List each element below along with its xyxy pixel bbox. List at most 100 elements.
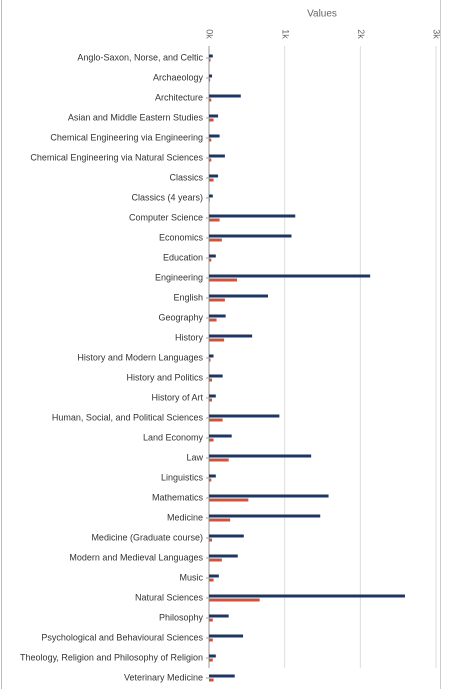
category-label: Law [186,452,203,462]
bar [209,538,213,542]
bar [209,258,212,262]
category-label: Mathematics [152,492,204,502]
category-label: Architecture [155,92,203,102]
bar [209,154,225,158]
x-tick-label: 3k [432,29,442,39]
bar [209,118,214,122]
bar [209,214,296,218]
category-label: Linguistics [161,472,204,482]
bar [209,578,214,582]
bar [209,598,260,602]
bar [209,394,216,398]
bar [209,534,244,538]
x-tick-label: 2k [356,29,366,39]
bar [209,74,213,78]
category-label: History of Art [151,392,203,402]
bar [209,194,213,198]
bar [209,198,210,202]
bar [209,414,280,418]
category-label: Education [163,252,203,262]
category-label: Engineering [155,272,203,282]
category-label: English [173,292,203,302]
bar [209,638,213,642]
bar [209,314,226,318]
category-label: Land Economy [143,432,204,442]
category-label: Chemical Engineering via Engineering [50,132,203,142]
bar [209,674,235,678]
bar [209,474,216,478]
category-label: Medicine [167,512,203,522]
frame-right [440,0,441,689]
bar [209,158,212,162]
category-label: Natural Sciences [135,592,204,602]
bar [209,138,212,142]
frame-left [1,0,2,689]
bar [209,134,220,138]
category-label: Medicine (Graduate course) [91,532,203,542]
bar [209,274,371,278]
bar [209,334,253,338]
category-label: Philosophy [159,612,204,622]
bar [209,238,222,242]
bar [209,658,213,662]
category-label: Classics (4 years) [131,192,203,202]
bar [209,294,269,298]
bar [209,498,249,502]
bar [209,514,321,518]
bar [209,398,213,402]
bar [209,358,211,362]
bar [209,254,216,258]
axis-title: Values [307,9,337,20]
bar [209,234,292,238]
bar [209,174,219,178]
bar [209,378,213,382]
category-label: Economics [159,232,204,242]
category-label: Veterinary Medicine [124,672,203,682]
bar [209,454,312,458]
bar [209,318,217,322]
bar [209,438,214,442]
category-label: Archaeology [153,72,204,82]
bar [209,594,405,598]
bar [209,574,219,578]
bar [209,218,220,222]
category-label: Modern and Medieval Languages [69,552,203,562]
category-label: History [175,332,204,342]
x-tick-label: 1k [280,29,290,39]
bar [209,98,212,102]
bar [209,554,238,558]
category-label: Theology, Religion and Philosophy of Rel… [20,652,203,662]
category-label: History and Modern Languages [77,352,203,362]
bar [209,518,231,522]
category-label: Psychological and Behavioural Sciences [41,632,203,642]
bar [209,374,223,378]
bar [209,434,232,438]
category-label: Geography [158,312,203,322]
bar [209,178,214,182]
bar [209,58,211,62]
category-label: Anglo-Saxon, Norse, and Celtic [77,52,203,62]
bar [209,678,214,682]
bar [209,354,214,358]
bar [209,558,222,562]
bar [209,634,244,638]
category-label: Music [179,572,203,582]
category-label: Computer Science [129,212,203,222]
bar [209,278,237,282]
x-tick-label: 0k [205,29,215,39]
category-label: History and Politics [126,372,203,382]
bar [209,494,329,498]
bar [209,94,241,98]
category-label: Human, Social, and Political Sciences [52,412,204,422]
bar [209,54,213,58]
bar [209,654,216,658]
bar [209,614,229,618]
category-label: Classics [169,172,203,182]
category-label: Chemical Engineering via Natural Science… [30,152,203,162]
bar [209,478,212,482]
bar [209,618,213,622]
bar [209,418,223,422]
bar [209,78,211,82]
category-label: Asian and Middle Eastern Studies [68,112,204,122]
